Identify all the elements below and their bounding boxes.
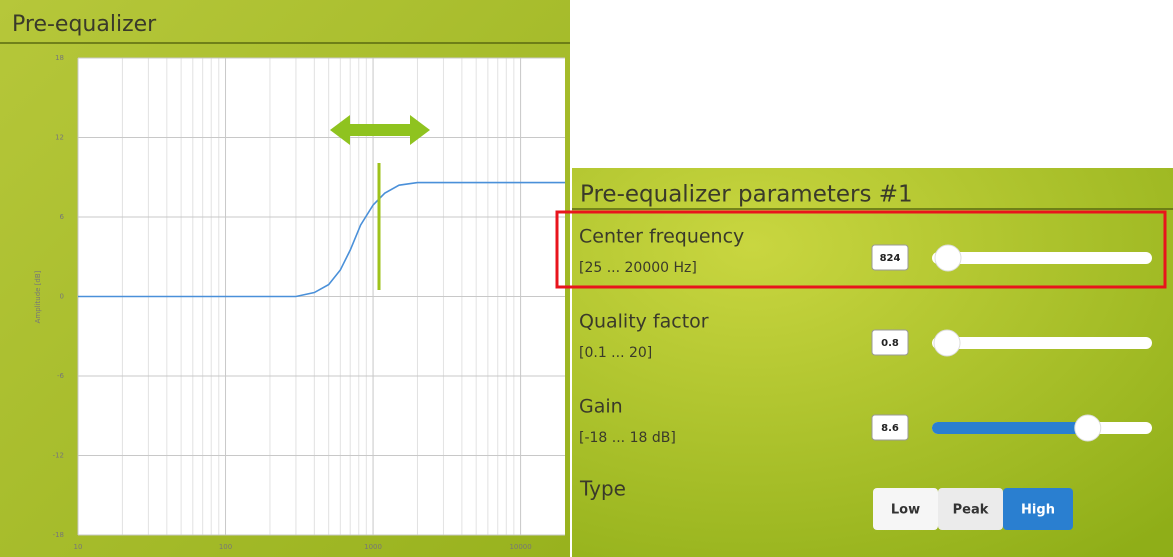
type-label: Type bbox=[579, 477, 626, 501]
parameter-range: [-18 ... 18 dB] bbox=[579, 430, 676, 446]
value-box bbox=[871, 329, 909, 356]
plot: 10 100 1000 10000 -18 -12 -6 0 6 12 18 bbox=[53, 54, 565, 551]
highlight-box bbox=[555, 210, 1167, 289]
type-button[interactable] bbox=[1003, 488, 1073, 530]
parameter-label: Gain bbox=[579, 396, 623, 418]
parameters: Center frequency [25 ... 20000 Hz] 824 Qual… bbox=[555, 210, 1167, 446]
value-text: 0.8 bbox=[881, 338, 899, 349]
slider-track[interactable] bbox=[932, 337, 1152, 349]
x-tick-label: 10000 bbox=[509, 543, 531, 551]
type-button[interactable] bbox=[873, 488, 938, 530]
x-tick-label: 100 bbox=[219, 543, 232, 551]
parameter-label: Quality factor bbox=[579, 311, 709, 333]
response-curve bbox=[78, 181, 565, 298]
panel-title: Pre-equalizer parameters #1 bbox=[580, 182, 913, 208]
y-tick-label: 18 bbox=[55, 54, 64, 62]
slider-knob[interactable] bbox=[933, 329, 961, 357]
y-tick-label: 0 bbox=[60, 293, 64, 301]
parameter-range: [0.1 ... 20] bbox=[579, 345, 652, 361]
y-tick-label: 12 bbox=[55, 134, 64, 142]
type-button[interactable] bbox=[938, 488, 1003, 530]
type-option[interactable]: Low bbox=[891, 503, 920, 518]
type-selector: Low Peak High bbox=[873, 488, 1073, 530]
type-option[interactable]: High bbox=[1021, 503, 1055, 518]
slider-fill bbox=[932, 422, 1088, 434]
y-tick-label: -18 bbox=[53, 531, 64, 539]
slider-knob[interactable] bbox=[1074, 414, 1102, 442]
type-option[interactable]: Peak bbox=[953, 503, 989, 518]
value-box bbox=[871, 414, 909, 441]
chart-title: Pre-equalizer bbox=[12, 12, 157, 37]
y-tick-label: -6 bbox=[57, 372, 65, 380]
parameter-label: Center frequency bbox=[579, 226, 744, 248]
drag-arrow bbox=[330, 115, 430, 145]
slider-track[interactable] bbox=[932, 252, 1152, 264]
parameter-range: [25 ... 20000 Hz] bbox=[579, 260, 697, 276]
y-tick-label: -12 bbox=[53, 452, 64, 460]
y-axis-label: Amplitude [dB] bbox=[34, 270, 42, 323]
x-tick-label: 1000 bbox=[364, 543, 382, 551]
value-text: 824 bbox=[880, 253, 901, 264]
slider-knob[interactable] bbox=[934, 244, 962, 272]
value-box bbox=[871, 244, 909, 271]
value-text: 8.6 bbox=[881, 423, 899, 434]
y-tick-label: 6 bbox=[60, 213, 65, 221]
x-tick-label: 10 bbox=[74, 543, 83, 551]
